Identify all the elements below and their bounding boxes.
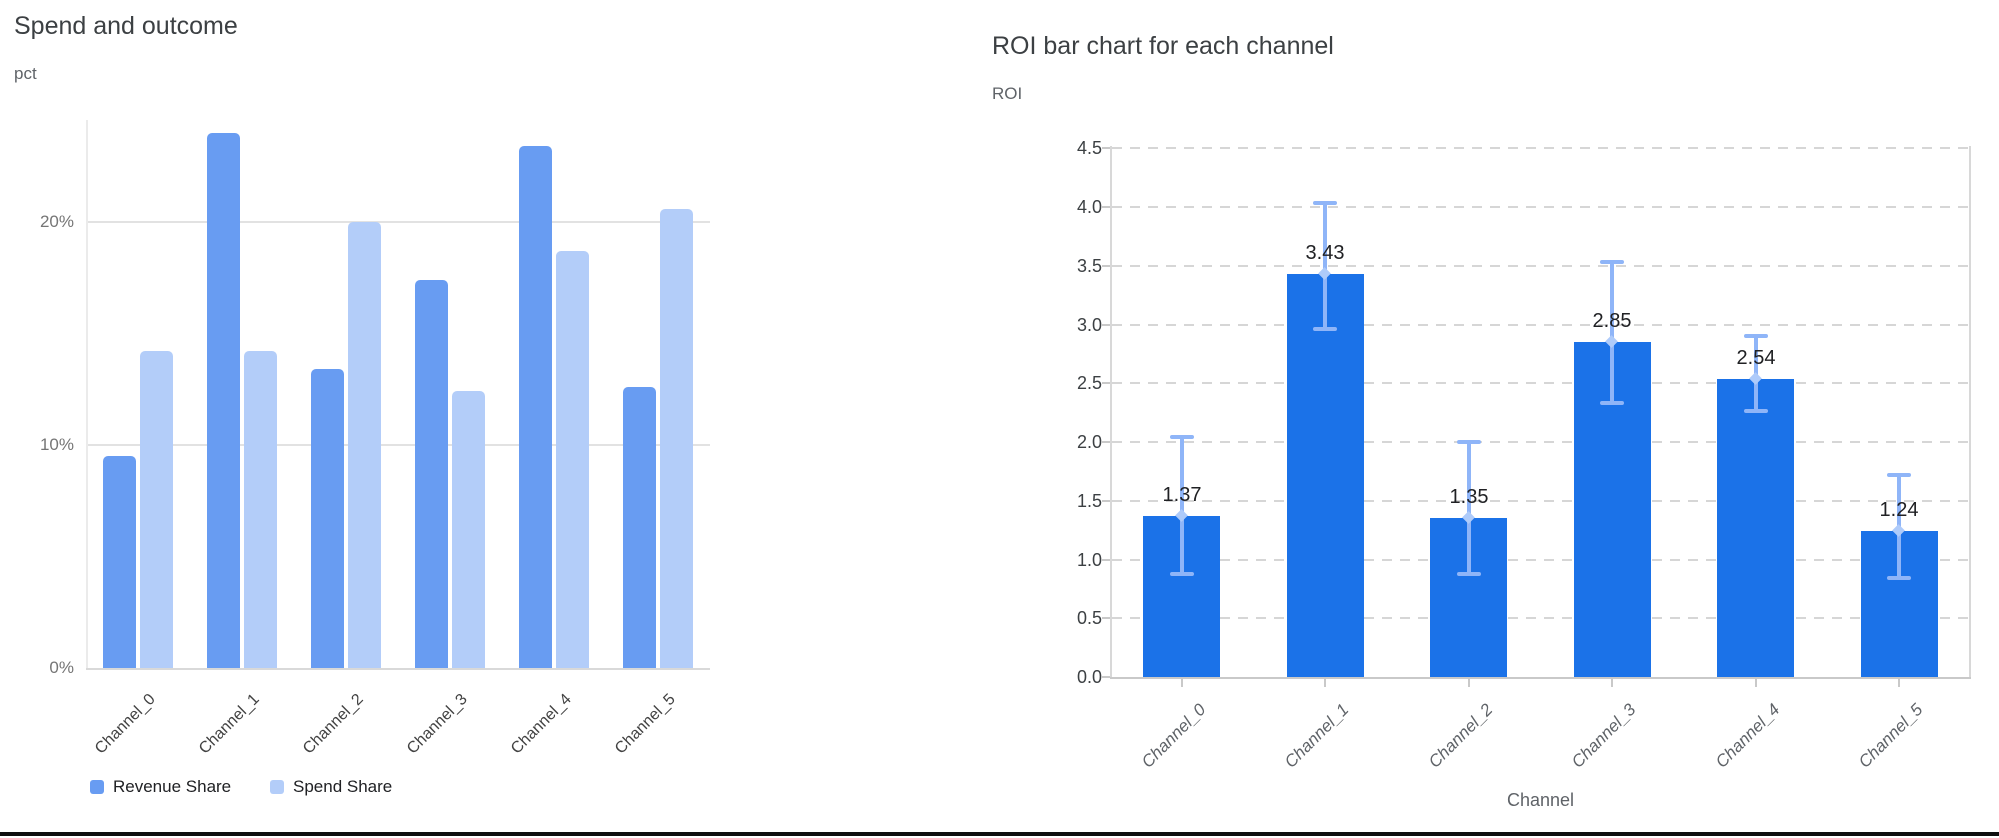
right-y-tickmark-3.0	[1102, 324, 1110, 326]
right-y-tick-2.0: 2.0	[1076, 432, 1102, 452]
right-chart-title: ROI bar chart for each channel	[992, 32, 1334, 60]
right-gridline-3.5	[1112, 265, 1969, 267]
bar-channel_2-spend-share[interactable]	[348, 222, 381, 668]
legend-item-revenue-share[interactable]: Revenue Share	[90, 777, 231, 797]
left-chart-title: Spend and outcome	[14, 12, 238, 40]
right-gridline-3.0	[1112, 324, 1969, 326]
right-y-axis-label: ROI	[992, 84, 1023, 103]
error-cap-top-channel_5	[1887, 473, 1911, 477]
right-x-axis-title: Channel	[1506, 790, 1575, 810]
right-y-tick-2.5: 2.5	[1076, 373, 1102, 393]
error-cap-top-channel_1	[1313, 201, 1337, 205]
legend-item-spend-share[interactable]: Spend Share	[270, 777, 392, 797]
error-cap-top-channel_2	[1457, 440, 1481, 444]
bar-channel_5-revenue-share[interactable]	[623, 387, 656, 668]
error-cap-bottom-channel_2	[1457, 572, 1481, 576]
right-y-tickmark-0.5	[1102, 617, 1110, 619]
error-cap-bottom-channel_3	[1600, 401, 1624, 405]
right-x-axis-line	[1110, 677, 1971, 679]
error-cap-bottom-channel_1	[1313, 327, 1337, 331]
roi-value-channel_2: 1.35	[1449, 486, 1489, 508]
right-y-tickmark-1.5	[1102, 500, 1110, 502]
error-bar-channel_3	[1610, 262, 1614, 403]
bar-channel_5-spend-share[interactable]	[660, 209, 693, 668]
right-plot-right-border	[1969, 146, 1971, 679]
error-cap-top-channel_0	[1170, 435, 1194, 439]
right-x-tickmark-channel_2	[1468, 679, 1470, 687]
error-cap-top-channel_4	[1744, 334, 1768, 338]
right-y-tickmark-2.0	[1102, 441, 1110, 443]
bar-channel_4-spend-share[interactable]	[556, 251, 589, 668]
bottom-divider	[0, 832, 1999, 836]
revenue-share-swatch	[90, 780, 104, 794]
error-cap-bottom-channel_4	[1744, 409, 1768, 413]
left-y-tick-10%: 10%	[39, 435, 74, 454]
bar-channel_2-revenue-share[interactable]	[311, 369, 344, 668]
left-y-tick-20%: 20%	[39, 212, 74, 231]
right-y-tick-1.0: 1.0	[1076, 550, 1102, 570]
error-bar-channel_1	[1323, 203, 1327, 329]
roi-value-channel_4: 2.54	[1736, 347, 1776, 369]
right-y-tickmark-2.5	[1102, 382, 1110, 384]
bar-channel_3-spend-share[interactable]	[452, 391, 485, 668]
left-y-axis-line	[86, 120, 88, 668]
right-y-tickmark-4.0	[1102, 206, 1110, 208]
right-y-tickmark-0.0	[1102, 676, 1110, 678]
right-x-tickmark-channel_0	[1181, 679, 1183, 687]
left-y-tick-0%: 0%	[49, 658, 74, 677]
right-gridline-1.0	[1112, 559, 1969, 561]
right-x-tickmark-channel_5	[1898, 679, 1900, 687]
right-gridline-4.5	[1112, 147, 1969, 149]
right-y-tick-4.5: 4.5	[1076, 138, 1102, 158]
roi-bar-channel_1[interactable]	[1287, 274, 1364, 677]
right-y-tickmark-3.5	[1102, 265, 1110, 267]
bar-channel_1-spend-share[interactable]	[244, 351, 277, 668]
right-x-tickmark-channel_3	[1611, 679, 1613, 687]
roi-value-channel_3: 2.85	[1592, 310, 1632, 332]
bar-channel_3-revenue-share[interactable]	[415, 280, 448, 668]
roi-bar-channel_4[interactable]	[1717, 379, 1794, 677]
right-gridline-2.0	[1112, 441, 1969, 443]
bar-channel_0-spend-share[interactable]	[140, 351, 173, 668]
right-gridline-2.5	[1112, 382, 1969, 384]
error-bar-channel_0	[1180, 437, 1184, 573]
right-y-tick-0.0: 0.0	[1076, 667, 1102, 687]
right-y-tick-4.0: 4.0	[1076, 197, 1102, 217]
left-gridline-10%	[86, 444, 710, 446]
right-y-tick-1.5: 1.5	[1076, 491, 1102, 511]
error-cap-top-channel_3	[1600, 260, 1624, 264]
right-x-tickmark-channel_1	[1324, 679, 1326, 687]
bar-channel_4-revenue-share[interactable]	[519, 146, 552, 668]
spend-share-label: Spend Share	[293, 777, 393, 796]
roi-value-channel_0: 1.37	[1162, 484, 1202, 506]
right-y-tick-0.5: 0.5	[1076, 608, 1102, 628]
right-y-tick-3.0: 3.0	[1076, 315, 1102, 335]
roi-value-channel_5: 1.24	[1879, 499, 1919, 521]
right-x-tickmark-channel_4	[1755, 679, 1757, 687]
left-gridline-20%	[86, 221, 710, 223]
left-y-axis-unit: pct	[14, 64, 37, 83]
bar-channel_1-revenue-share[interactable]	[207, 133, 240, 668]
right-y-tickmark-1.0	[1102, 559, 1110, 561]
error-cap-bottom-channel_0	[1170, 572, 1194, 576]
revenue-share-label: Revenue Share	[113, 777, 232, 796]
right-y-tick-3.5: 3.5	[1076, 256, 1102, 276]
bar-channel_0-revenue-share[interactable]	[103, 456, 136, 668]
right-gridline-4.0	[1112, 206, 1969, 208]
right-gridline-1.5	[1112, 500, 1969, 502]
right-plot-left-border	[1110, 146, 1112, 679]
right-gridline-0.5	[1112, 617, 1969, 619]
roi-value-channel_1: 3.43	[1305, 242, 1345, 264]
error-bar-channel_2	[1467, 442, 1471, 574]
spend-share-swatch	[270, 780, 284, 794]
left-x-axis-line	[86, 668, 710, 670]
right-y-tickmark-4.5	[1102, 147, 1110, 149]
error-cap-bottom-channel_5	[1887, 576, 1911, 580]
